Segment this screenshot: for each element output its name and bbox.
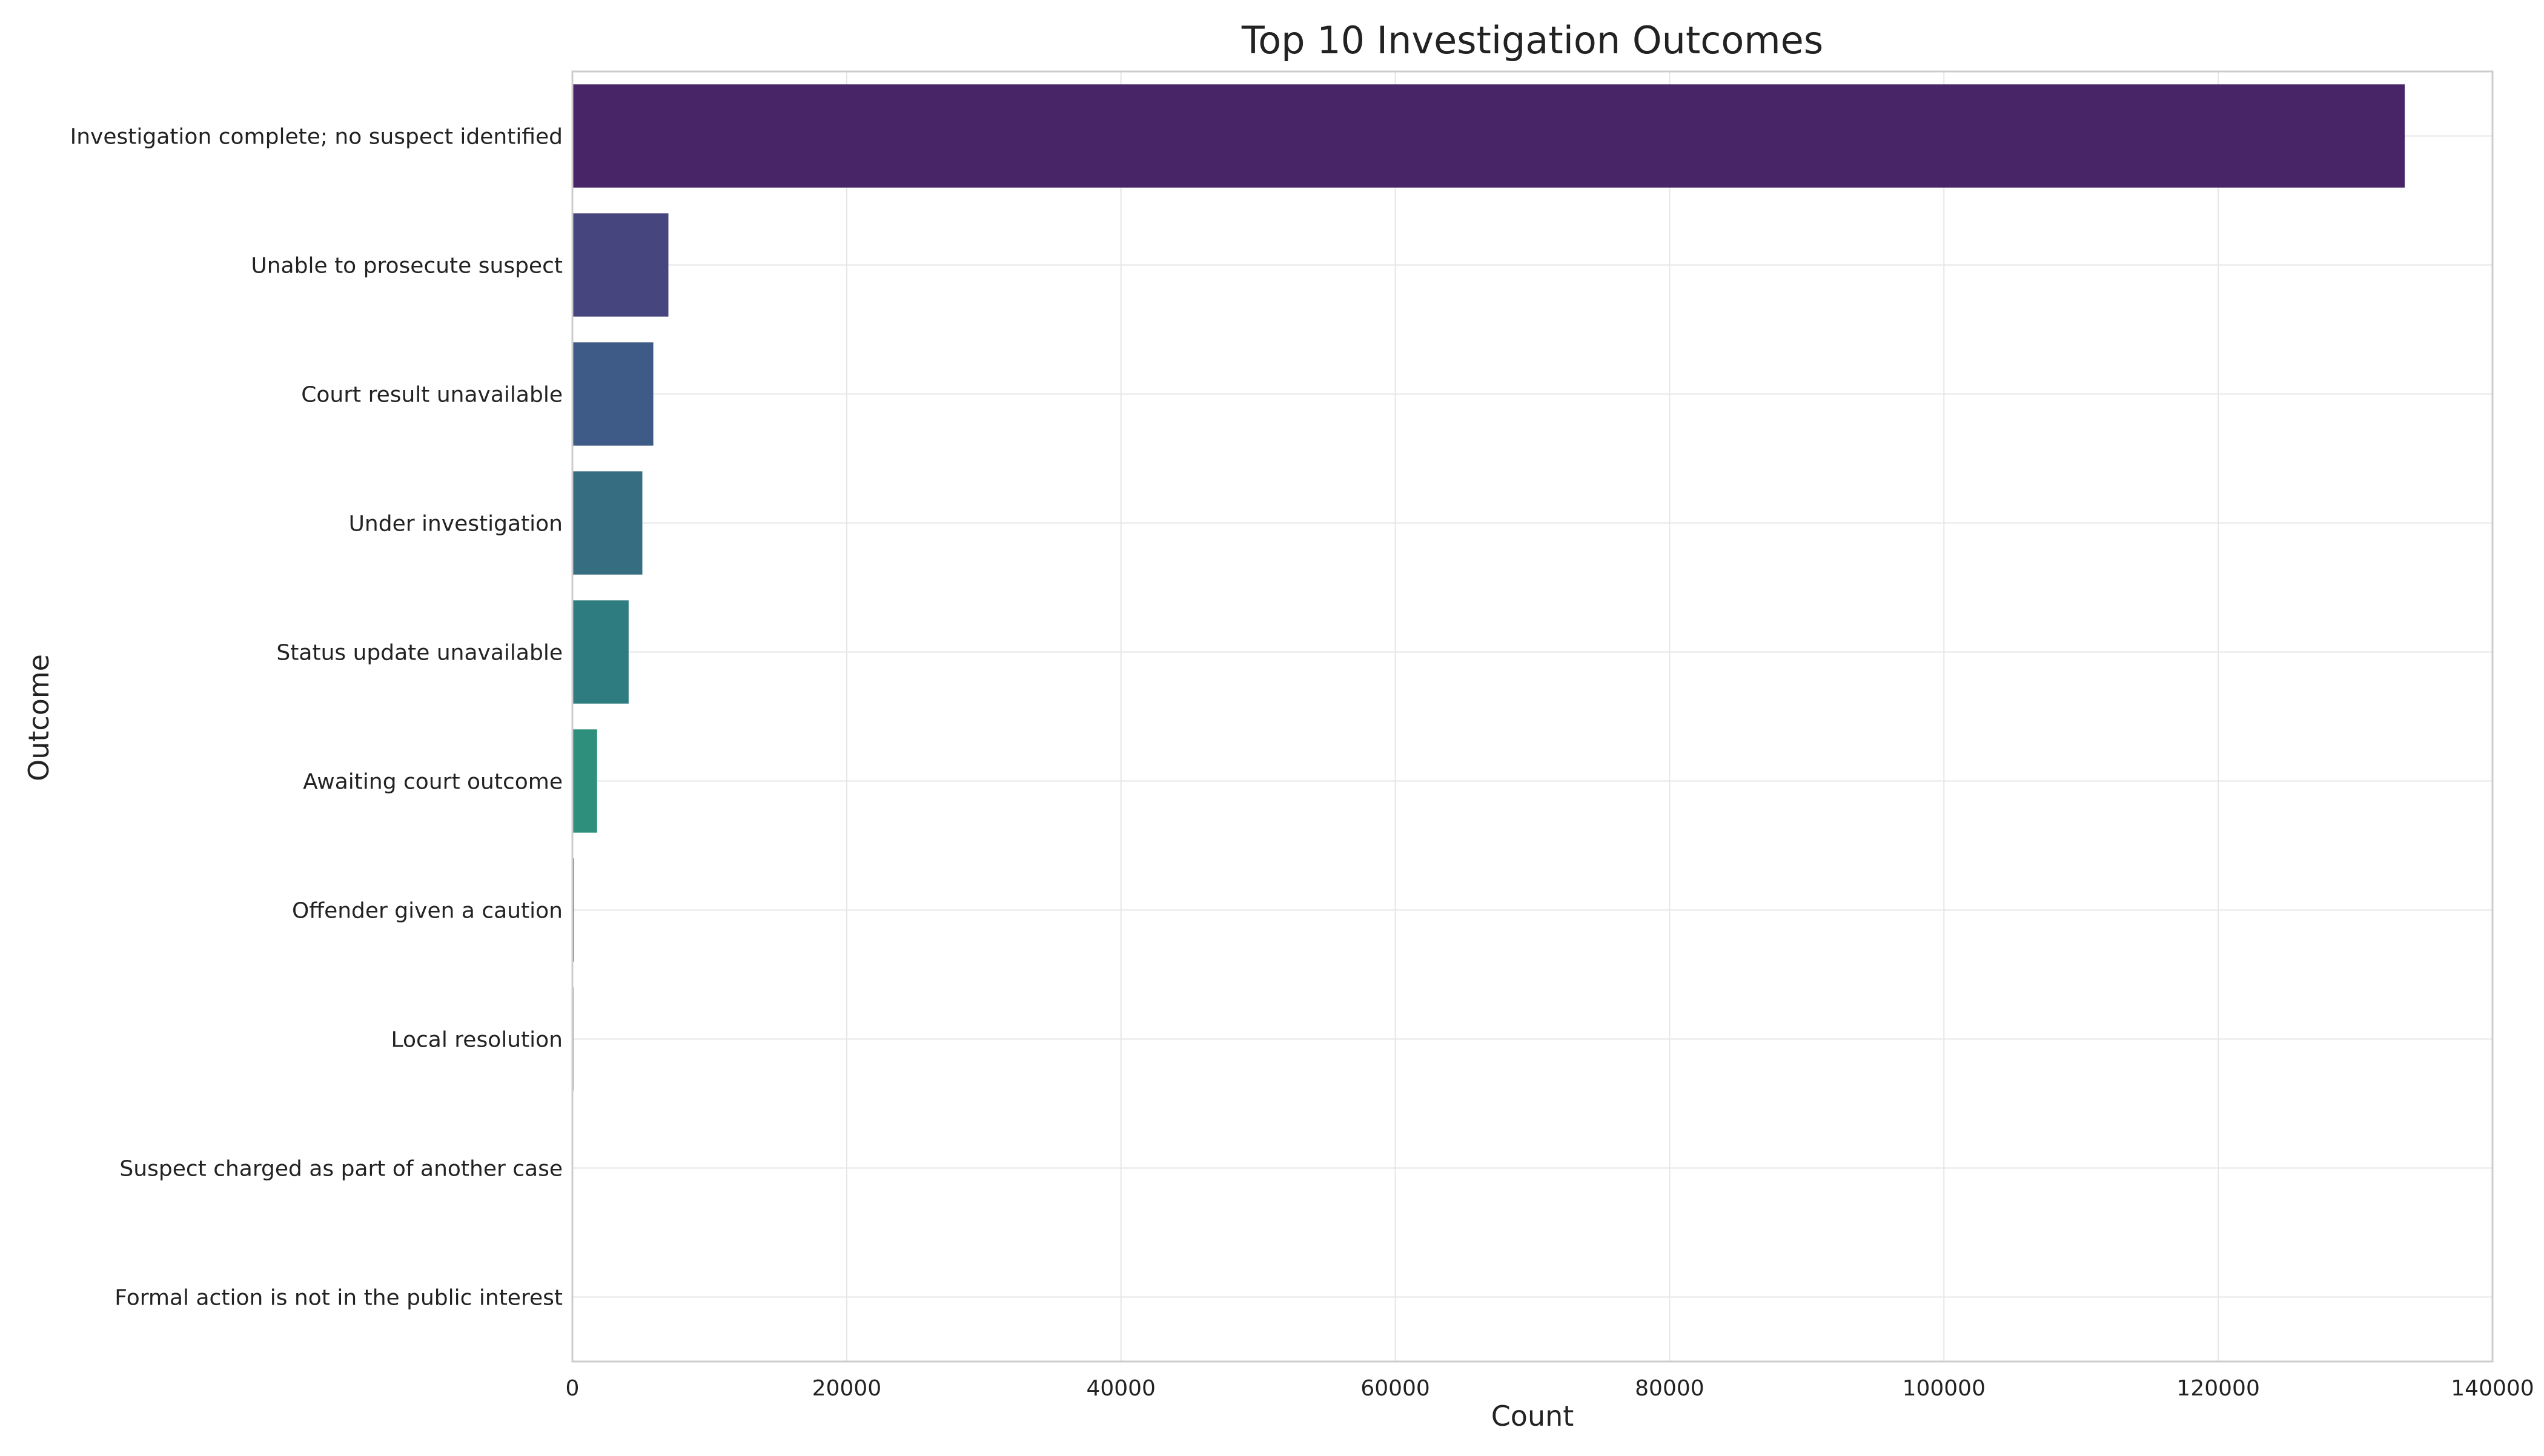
bar bbox=[572, 213, 669, 317]
x-tick-label: 20000 bbox=[812, 1376, 882, 1401]
plot-frame bbox=[571, 70, 2494, 1363]
y-tick-label: Formal action is not in the public inter… bbox=[114, 1286, 563, 1311]
y-tick-label: Offender given a caution bbox=[292, 899, 563, 924]
y-axis-label: Outcome bbox=[22, 654, 55, 781]
bar bbox=[572, 342, 654, 446]
bars bbox=[572, 84, 2405, 1349]
y-tick-label: Unable to prosecute suspect bbox=[251, 254, 563, 279]
bar bbox=[572, 729, 597, 833]
y-tick-label: Suspect charged as part of another case bbox=[119, 1157, 563, 1182]
x-tick-label: 140000 bbox=[2451, 1376, 2534, 1401]
x-axis-ticks: 0 20000 40000 60000 80000 100000 120000 140000 bbox=[566, 1376, 2534, 1401]
grid-lines bbox=[572, 71, 2493, 1362]
x-tick-label: 120000 bbox=[2176, 1376, 2259, 1401]
x-tick-label: 100000 bbox=[1903, 1376, 1986, 1401]
y-tick-label: Investigation complete; no suspect ident… bbox=[70, 125, 563, 150]
y-tick-label: Status update unavailable bbox=[276, 641, 563, 666]
y-axis-ticks: Investigation complete; no suspect ident… bbox=[70, 125, 563, 1311]
x-tick-label: 80000 bbox=[1635, 1376, 1704, 1401]
bar bbox=[572, 600, 629, 704]
x-tick-label: 60000 bbox=[1360, 1376, 1430, 1401]
y-tick-label: Under investigation bbox=[349, 512, 563, 537]
bar bbox=[572, 84, 2405, 188]
y-tick-label: Court result unavailable bbox=[301, 383, 563, 408]
x-tick-label: 40000 bbox=[1086, 1376, 1156, 1401]
y-tick-label: Awaiting court outcome bbox=[303, 770, 563, 795]
x-axis-label: Count bbox=[1491, 1400, 1574, 1432]
chart-title: Top 10 Investigation Outcomes bbox=[1241, 18, 1823, 62]
x-tick-label: 0 bbox=[566, 1376, 580, 1401]
bar bbox=[572, 471, 643, 575]
y-tick-label: Local resolution bbox=[391, 1028, 563, 1053]
